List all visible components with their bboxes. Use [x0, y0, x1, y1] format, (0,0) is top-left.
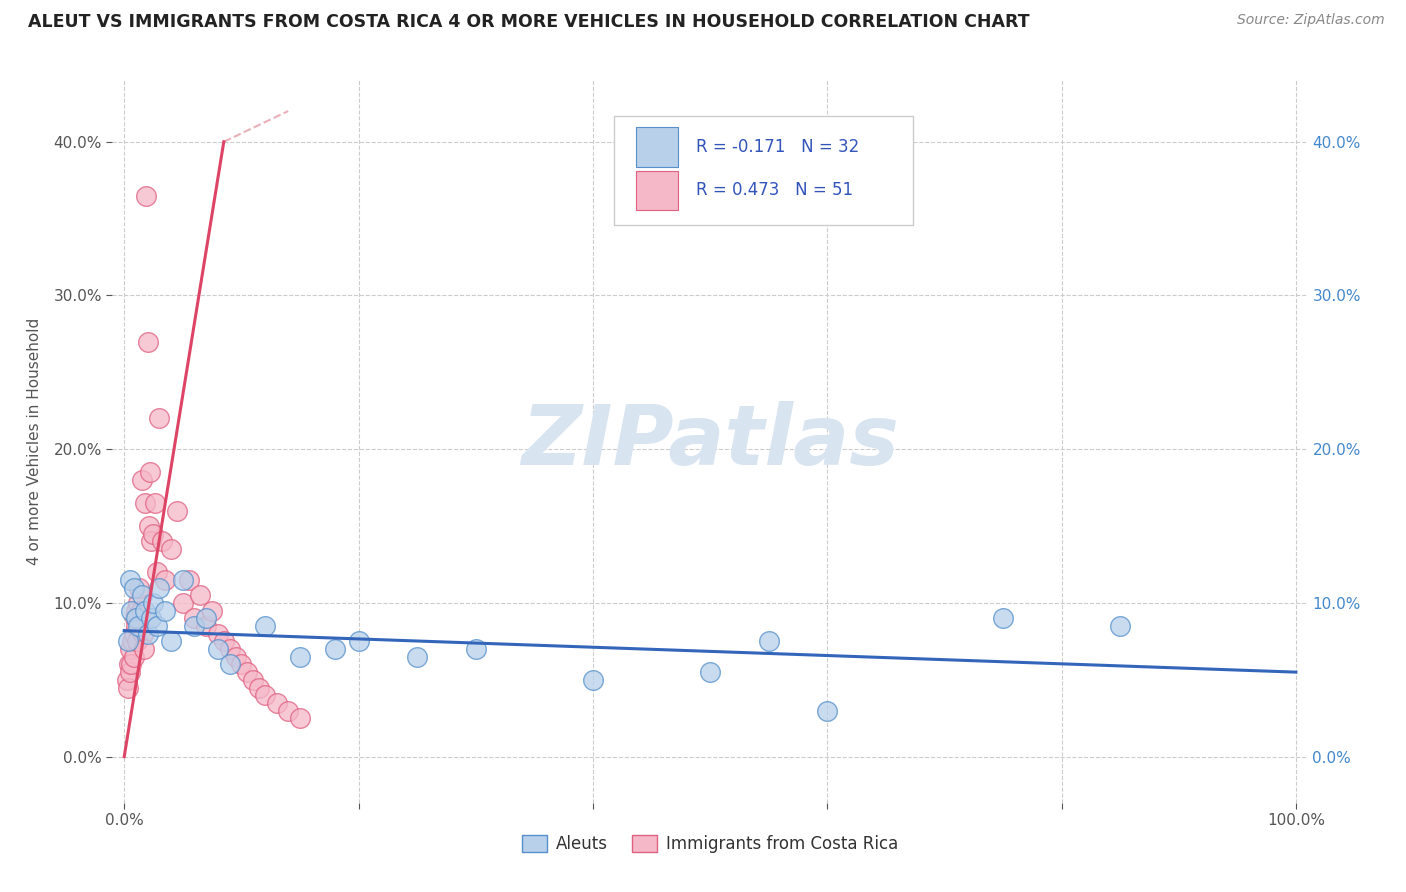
Point — [138, 519, 160, 533]
Point — [160, 634, 183, 648]
Point — [132, 642, 156, 657]
Point — [247, 681, 270, 695]
Point — [207, 642, 229, 657]
Point — [266, 696, 288, 710]
Point — [146, 619, 169, 633]
Text: ALEUT VS IMMIGRANTS FROM COSTA RICA 4 OR MORE VEHICLES IN HOUSEHOLD CORRELATION : ALEUT VS IMMIGRANTS FROM COSTA RICA 4 OR… — [28, 13, 1029, 31]
Text: R = -0.171   N = 32: R = -0.171 N = 32 — [696, 138, 859, 156]
Point — [201, 604, 224, 618]
Point — [115, 673, 138, 687]
Point — [134, 496, 156, 510]
Point — [124, 611, 146, 625]
Point — [288, 649, 311, 664]
Point — [120, 665, 141, 680]
Point — [122, 581, 145, 595]
Point — [136, 626, 159, 640]
Point — [155, 604, 177, 618]
Point — [155, 573, 177, 587]
Point — [277, 704, 299, 718]
Point — [120, 657, 142, 672]
Point — [231, 657, 253, 672]
Point — [127, 634, 149, 648]
Bar — [636, 170, 678, 211]
Point — [150, 534, 173, 549]
Point — [121, 634, 143, 648]
Legend: Aleuts, Immigrants from Costa Rica: Aleuts, Immigrants from Costa Rica — [516, 828, 904, 860]
Point — [188, 588, 212, 602]
Point — [120, 642, 141, 657]
Point — [122, 649, 145, 664]
Y-axis label: 4 or more Vehicles in Household: 4 or more Vehicles in Household — [28, 318, 42, 566]
Point — [347, 634, 370, 648]
Point — [207, 626, 229, 640]
Text: ZIPatlas: ZIPatlas — [522, 401, 898, 482]
Point — [143, 496, 166, 510]
Point — [125, 611, 148, 625]
Point — [815, 704, 838, 718]
Point — [127, 596, 149, 610]
Point — [166, 504, 188, 518]
Point — [582, 673, 605, 687]
Point — [991, 611, 1014, 625]
Point — [141, 534, 163, 549]
Point — [212, 634, 235, 648]
Point — [195, 619, 218, 633]
Point — [406, 649, 429, 664]
Point — [464, 642, 486, 657]
Point — [135, 188, 157, 202]
Point — [142, 596, 165, 610]
Point — [125, 619, 148, 633]
Point — [132, 626, 155, 640]
Point — [323, 642, 346, 657]
Point — [128, 581, 150, 595]
Point — [177, 573, 200, 587]
Point — [139, 465, 162, 479]
Point — [195, 611, 218, 625]
Point — [1109, 619, 1132, 633]
Point — [253, 619, 276, 633]
Text: R = 0.473   N = 51: R = 0.473 N = 51 — [696, 181, 853, 200]
Point — [117, 634, 139, 648]
Point — [122, 626, 145, 640]
Text: Source: ZipAtlas.com: Source: ZipAtlas.com — [1237, 13, 1385, 28]
Point — [148, 581, 170, 595]
Point — [172, 596, 194, 610]
Point — [142, 526, 165, 541]
Point — [160, 542, 183, 557]
Point — [141, 611, 163, 625]
Point — [148, 411, 170, 425]
Point — [134, 604, 156, 618]
Point — [146, 565, 169, 579]
Point — [758, 634, 780, 648]
Bar — [636, 128, 678, 167]
Point — [120, 604, 142, 618]
Point — [136, 334, 159, 349]
Point — [172, 573, 194, 587]
Point — [218, 657, 240, 672]
Point — [125, 604, 148, 618]
Point — [253, 688, 276, 702]
Point — [699, 665, 721, 680]
Point — [288, 711, 311, 725]
Point — [218, 642, 240, 657]
Point — [183, 619, 205, 633]
Point — [242, 673, 264, 687]
Point — [183, 611, 205, 625]
Point — [117, 681, 139, 695]
Point — [236, 665, 259, 680]
Point — [127, 619, 149, 633]
Point — [129, 604, 152, 618]
FancyBboxPatch shape — [614, 116, 914, 225]
Point — [131, 473, 153, 487]
Point — [131, 588, 153, 602]
Point — [118, 657, 141, 672]
Point — [120, 573, 141, 587]
Point — [225, 649, 247, 664]
